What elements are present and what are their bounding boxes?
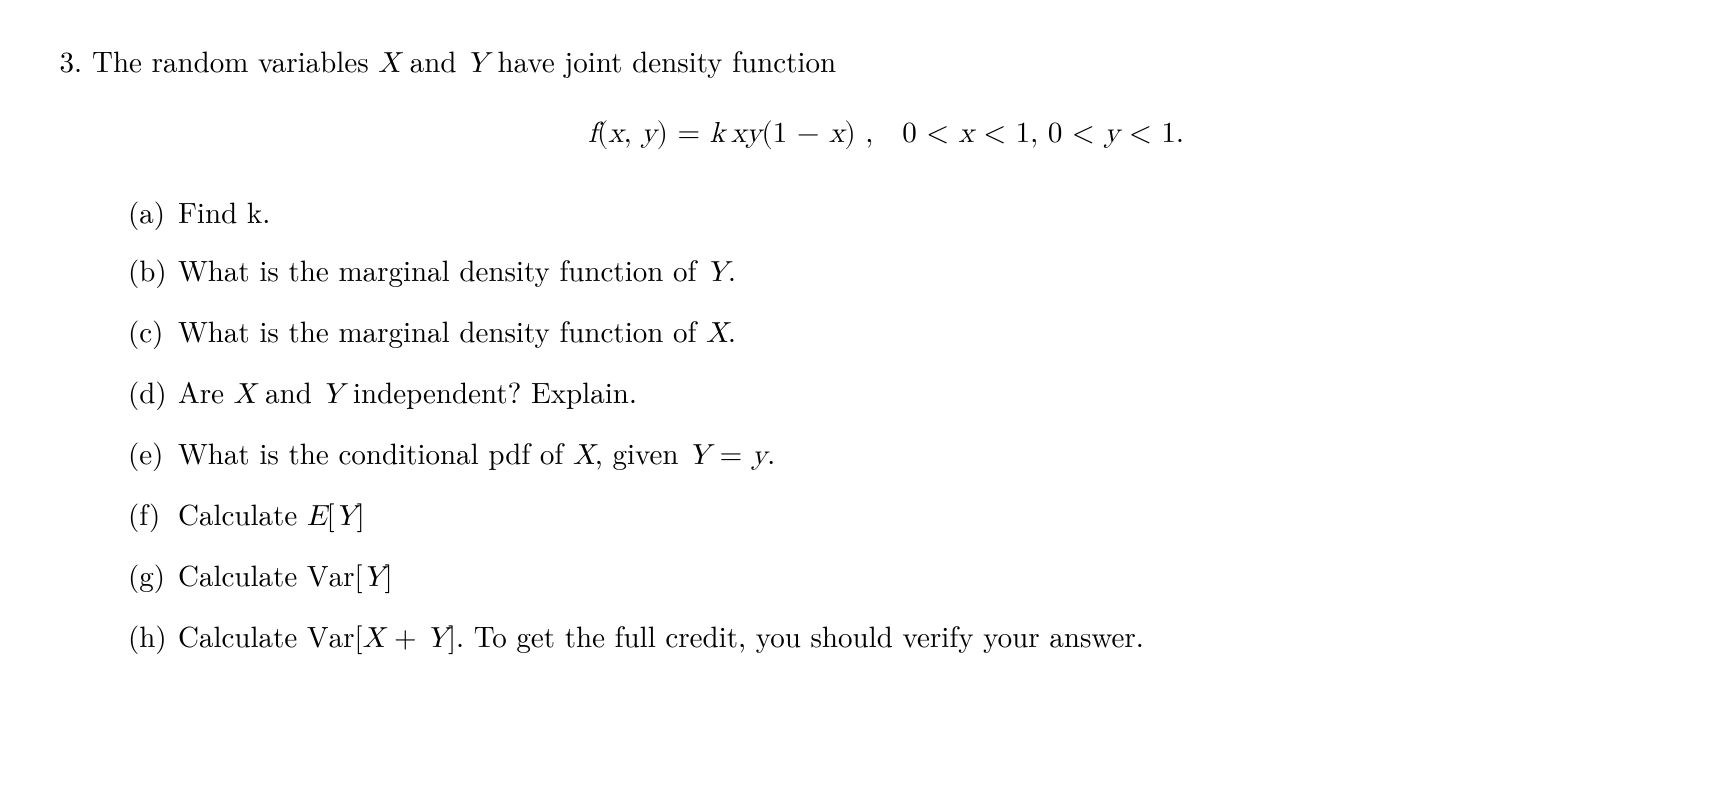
- part-row: (a)Find k.: [128, 191, 1680, 233]
- problem-number: 3.: [40, 40, 92, 82]
- problem-body: The random variables X and Y have joint …: [92, 40, 1680, 676]
- part-label: (c): [128, 310, 178, 352]
- part-text: Find k.: [178, 191, 1680, 233]
- part-text: Calculate E[Y]: [178, 493, 1680, 538]
- problem-equation: f(x, y) = k xy(1 − x) , 0 < x < 1, 0 < y…: [92, 113, 1680, 155]
- part-text: Calculate Var[X + Y]. To get the full cr…: [178, 615, 1680, 660]
- part-label: (a): [128, 191, 178, 233]
- part-row: (f)Calculate E[Y]: [128, 493, 1680, 538]
- part-text: What is the marginal density function of…: [178, 249, 1680, 294]
- part-row: (e)What is the conditional pdf of X, giv…: [128, 432, 1680, 477]
- part-label: (f): [128, 493, 178, 535]
- problem: 3. The random variables X and Y have joi…: [40, 40, 1680, 676]
- problem-intro: The random variables X and Y have joint …: [92, 40, 1680, 85]
- part-text: What is the marginal density function of…: [178, 310, 1680, 355]
- part-row: (h)Calculate Var[X + Y]. To get the full…: [128, 615, 1680, 660]
- parts-list: (a)Find k.(b)What is the marginal densit…: [92, 191, 1680, 660]
- part-row: (c)What is the marginal density function…: [128, 310, 1680, 355]
- part-label: (h): [128, 615, 178, 657]
- part-label: (b): [128, 249, 178, 291]
- part-label: (e): [128, 432, 178, 474]
- part-text: Calculate Var[Y]: [178, 554, 1680, 599]
- part-text: Are X and Y independent? Explain.: [178, 371, 1680, 416]
- part-label: (d): [128, 371, 178, 413]
- part-label: (g): [128, 554, 178, 596]
- part-row: (b)What is the marginal density function…: [128, 249, 1680, 294]
- part-row: (d)Are X and Y independent? Explain.: [128, 371, 1680, 416]
- part-text: What is the conditional pdf of X, given …: [178, 432, 1680, 477]
- part-row: (g)Calculate Var[Y]: [128, 554, 1680, 599]
